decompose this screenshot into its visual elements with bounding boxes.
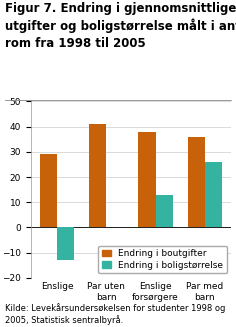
Text: Kilde: Levekårsundersøkelsen for studenter 1998 og
2005, Statistisk sentralbyrå.: Kilde: Levekårsundersøkelsen for student… — [5, 303, 225, 325]
Text: Figur 7. Endring i gjennomsnittlige bo-
utgifter og boligstørrelse målt i antall: Figur 7. Endring i gjennomsnittlige bo- … — [5, 2, 236, 50]
Bar — [156, 195, 173, 228]
Bar — [57, 228, 74, 260]
Bar — [89, 124, 106, 228]
Bar — [138, 132, 156, 228]
Bar — [40, 154, 57, 228]
Legend: Endring i boutgifter, Endring i boligstørrelse: Endring i boutgifter, Endring i boligstø… — [98, 246, 227, 273]
Bar — [188, 137, 205, 228]
Bar — [205, 162, 222, 228]
